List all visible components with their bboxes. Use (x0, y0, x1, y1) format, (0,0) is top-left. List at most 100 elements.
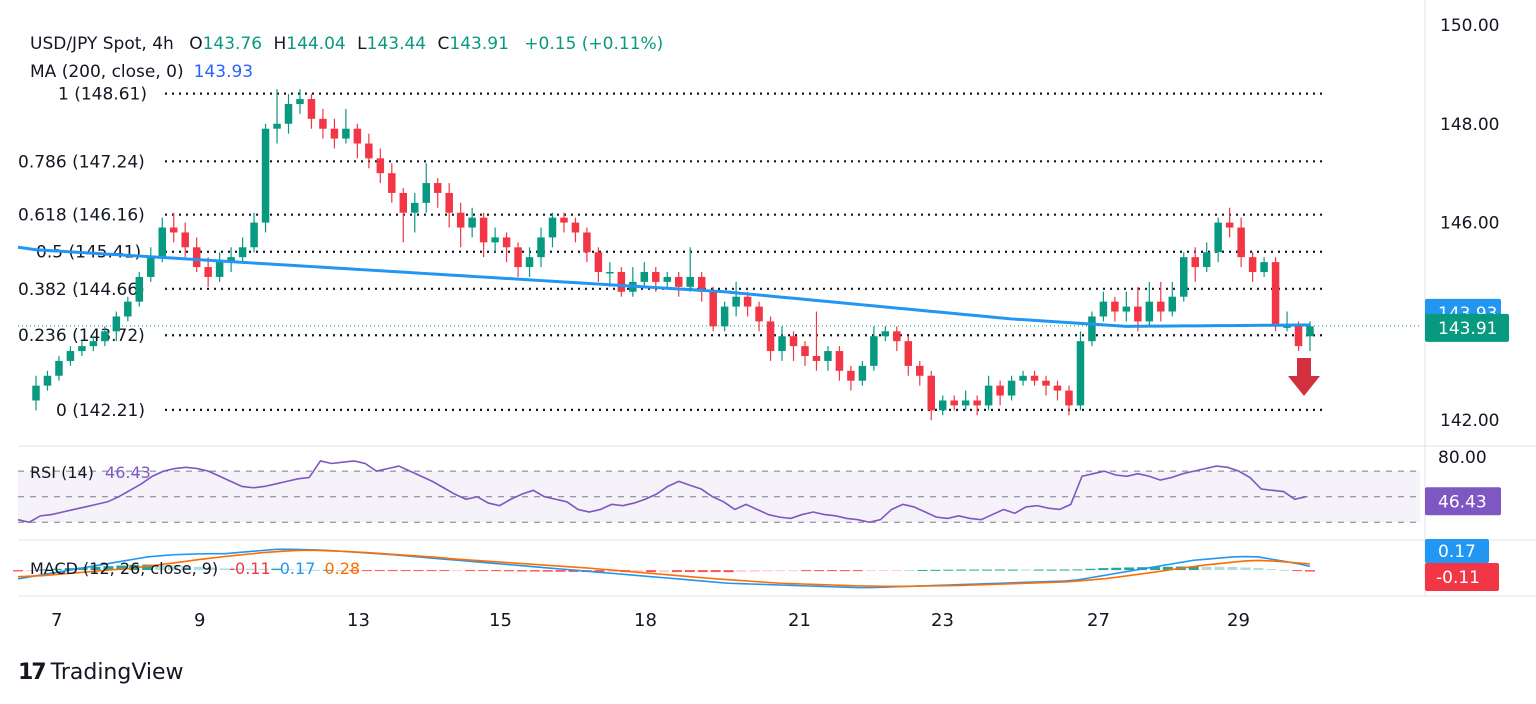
candle-body (158, 227, 167, 258)
candle-body (870, 336, 878, 366)
macd-histogram-bar (400, 570, 411, 572)
candle-body (296, 99, 304, 104)
candle-body (192, 247, 201, 268)
macd-histogram-bar (1240, 567, 1251, 571)
macd-histogram-bar (839, 570, 850, 572)
symbol-title: USD/JPY Spot, 4h (30, 34, 174, 54)
fib-label: 0.382 (144.66) (18, 280, 145, 300)
candle-body (514, 247, 522, 268)
candle-body (801, 346, 809, 356)
macd-histogram-bar (788, 570, 799, 572)
candle-body (330, 128, 339, 139)
macd-histogram-bar (542, 570, 553, 572)
macd-value-badge-text: 0.17 (1438, 542, 1476, 562)
candle-body (961, 400, 970, 406)
macd-histogram-bar (1266, 569, 1277, 571)
fib-label: 0.786 (147.24) (18, 152, 145, 172)
macd-histogram-bar (1085, 568, 1096, 571)
macd-histogram-bar (994, 569, 1005, 571)
candle-body (1088, 316, 1096, 342)
macd-histogram-bar (697, 570, 708, 573)
candle-body (950, 400, 958, 406)
candle-body (663, 276, 672, 282)
macd-histogram-bar (491, 570, 502, 572)
candle-body (78, 346, 86, 352)
macd-histogram-bar (271, 568, 282, 571)
tradingview-mark-icon: 17 (18, 660, 47, 685)
macd-histogram-bar (64, 568, 75, 571)
macd-line (17, 548, 1311, 589)
candle-body (456, 212, 465, 228)
macd-histogram-bar (374, 570, 385, 572)
rsi-tick-label: 80.00 (1438, 448, 1487, 468)
candle-body (491, 237, 499, 243)
candle-body (89, 341, 98, 347)
candle-body (284, 104, 293, 124)
candle-body (525, 257, 534, 268)
macd-histogram-bar (891, 570, 902, 572)
macd-histogram-bar (116, 565, 127, 571)
candle-body (652, 272, 660, 282)
candle-body (1030, 375, 1039, 381)
macd-histogram-bar (814, 570, 825, 572)
macd-histogram-bar (1305, 570, 1315, 572)
macd-histogram-bar (1059, 569, 1070, 571)
macd-histogram-bar (38, 569, 49, 571)
close-label: C (437, 34, 450, 54)
macd-histogram-bar (1227, 566, 1238, 571)
hist-legend-value: -0.11 (229, 559, 271, 578)
candle-body (411, 202, 419, 213)
macd-histogram-bar (930, 569, 941, 571)
macd-value-badge (1425, 539, 1489, 563)
candle-body (1271, 262, 1280, 327)
ma-label: MA (200, close, 0) (30, 62, 184, 82)
macd-histogram-bar (568, 570, 579, 572)
macd-histogram-bar (1162, 566, 1173, 571)
candle-body (709, 291, 717, 327)
macd-histogram-bar (646, 570, 657, 573)
macd-histogram-bar (361, 570, 372, 572)
candle-body (560, 217, 568, 223)
macd-histogram-bar (297, 569, 308, 571)
macd-histogram-bar (25, 570, 36, 572)
macd-histogram-bar (594, 570, 605, 573)
rsi-value-badge-text: 46.43 (1438, 492, 1487, 512)
ma-legend-value: 143.93 (193, 62, 254, 82)
candle-body (1179, 257, 1188, 297)
ma-legend: MA (200, close, 0) 143.93 (30, 62, 253, 82)
macd-histogram-bar (1201, 566, 1212, 571)
macd-histogram-bar (1020, 569, 1031, 571)
macd-histogram-bar (503, 570, 514, 572)
candle-body (893, 331, 901, 342)
candle-body (1214, 222, 1222, 253)
candle-body (1042, 380, 1050, 386)
macd-histogram-bar (607, 570, 618, 573)
rsi-legend-value: 46.43 (105, 463, 151, 482)
candle-body (227, 257, 235, 263)
candle-body (1134, 306, 1142, 322)
macd-histogram-bar (982, 569, 992, 571)
macd-histogram-bar (77, 567, 88, 571)
candle-body (204, 267, 212, 277)
macd-histogram-bar (387, 570, 398, 572)
macd-histogram-bar (452, 570, 463, 572)
macd-histogram-bar (155, 564, 166, 571)
macd-histogram-bar (284, 569, 295, 571)
macd-histogram-bar (1007, 569, 1018, 571)
candle-body (812, 356, 821, 361)
macd-histogram-bar (1033, 569, 1044, 571)
time-tick-label: 29 (1227, 610, 1250, 631)
candle-body (824, 351, 832, 361)
macd-histogram-bar (193, 566, 204, 571)
macd-histogram-bar (1292, 570, 1303, 572)
macd-histogram-bar (180, 565, 191, 571)
macd-histogram-bar (633, 570, 644, 573)
candle-body (43, 375, 52, 386)
macd-histogram-bar (671, 570, 682, 573)
macd-histogram-bar (1253, 567, 1264, 571)
candle-body (238, 247, 247, 258)
candle-body (1294, 326, 1303, 347)
candle-body (1019, 375, 1027, 381)
fib-label: 1 (148.61) (58, 85, 147, 105)
macd-histogram-bar (336, 570, 346, 572)
